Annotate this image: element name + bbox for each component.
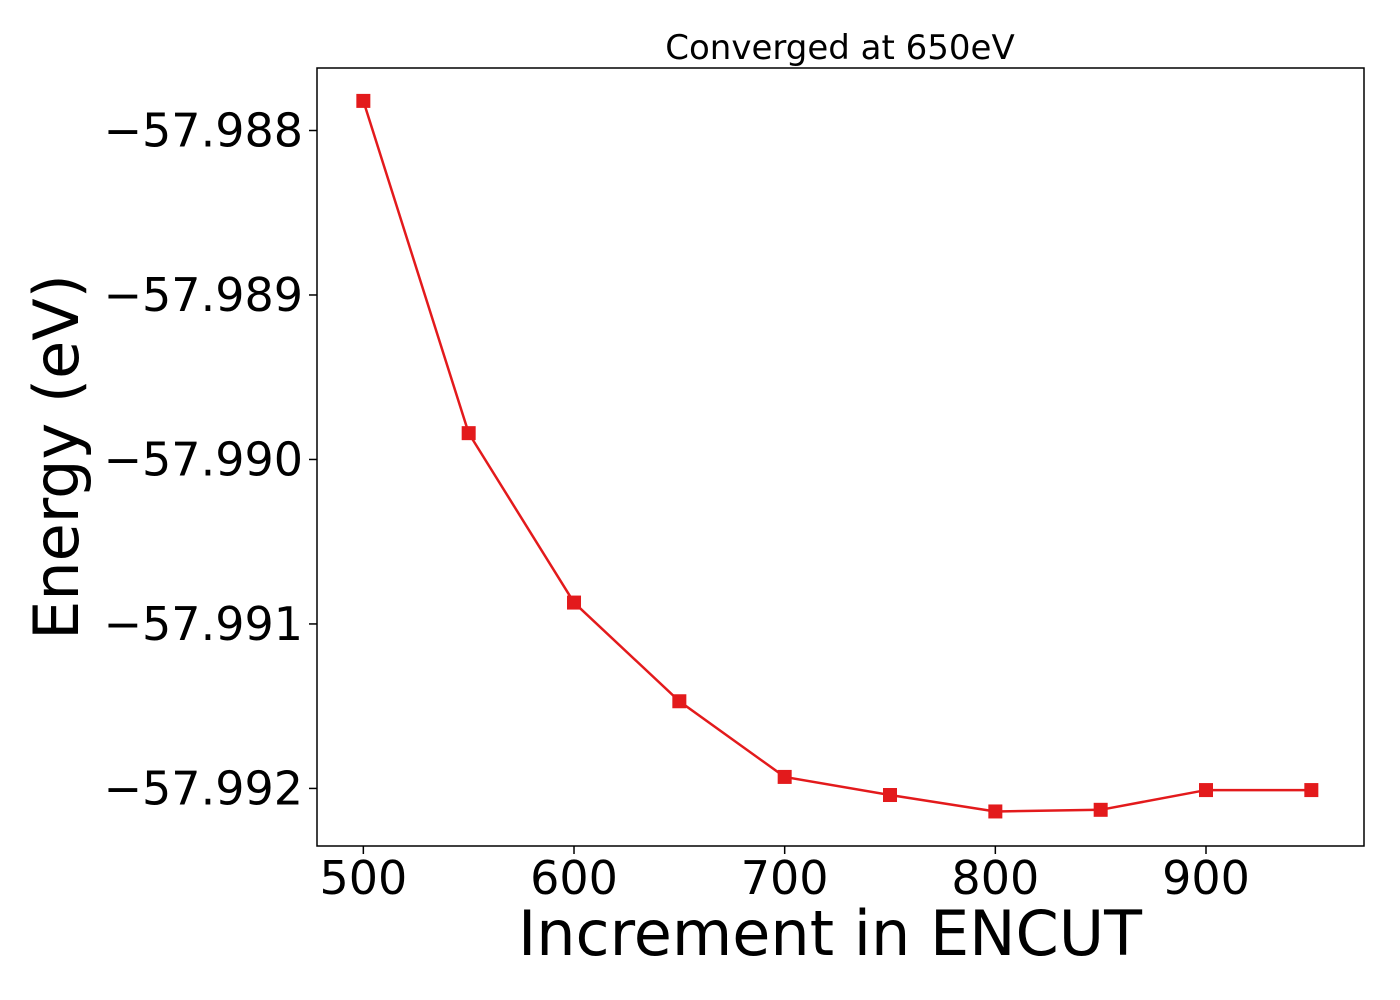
series-layer bbox=[356, 93, 1319, 819]
data-point-marker bbox=[883, 788, 898, 803]
x-axis-label: Increment in ENCUT bbox=[518, 897, 1143, 970]
x-tick-label: 500 bbox=[319, 851, 407, 905]
x-tick-label: 700 bbox=[741, 851, 829, 905]
data-point-marker bbox=[672, 694, 687, 709]
plot-area bbox=[316, 67, 1365, 847]
x-tick-label: 600 bbox=[530, 851, 618, 905]
y-tick-label: −57.991 bbox=[104, 597, 304, 651]
series-line bbox=[362, 100, 1312, 813]
y-tick-label: −57.989 bbox=[104, 268, 304, 322]
y-tick-label: −57.990 bbox=[104, 432, 304, 486]
y-axis-label: Energy (eV) bbox=[20, 274, 93, 640]
data-point-marker bbox=[1304, 783, 1319, 798]
chart-title: Converged at 650eV bbox=[665, 28, 1014, 68]
y-tick-label: −57.988 bbox=[104, 104, 304, 158]
x-tick-label: 900 bbox=[1162, 851, 1250, 905]
data-point-marker bbox=[1093, 802, 1108, 817]
data-point-marker bbox=[356, 93, 371, 108]
x-tick-label: 800 bbox=[951, 851, 1039, 905]
data-point-marker bbox=[988, 804, 1003, 819]
data-point-marker bbox=[777, 769, 792, 784]
x-axis: 500 600 700 800 900 bbox=[319, 846, 1250, 905]
data-point-marker bbox=[461, 426, 476, 441]
y-axis: −57.988 −57.989 −57.990 −57.991 −57.992 bbox=[104, 104, 317, 815]
y-tick-label: −57.992 bbox=[104, 761, 304, 815]
data-point-marker bbox=[1199, 783, 1214, 798]
data-point-marker bbox=[567, 595, 582, 610]
